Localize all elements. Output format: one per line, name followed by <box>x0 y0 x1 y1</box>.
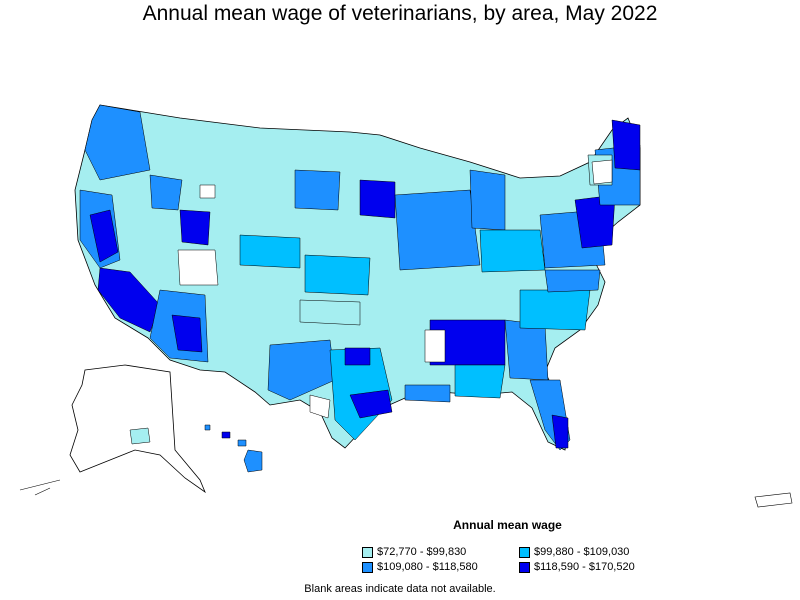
puerto-rico <box>754 492 793 508</box>
region-ohio-valley <box>479 229 546 273</box>
region-southern-california <box>97 267 161 333</box>
legend-swatch-2 <box>519 546 530 558</box>
region-south-florida <box>551 414 569 449</box>
legend-label-1: $72,770 - $99,830 <box>377 546 467 558</box>
wage-regions <box>79 104 641 451</box>
region-louisiana <box>404 384 451 403</box>
region-midwest-mixed <box>394 189 481 271</box>
region-houston <box>349 389 393 419</box>
region-oklahoma <box>299 299 361 326</box>
legend-label-4: $118,590 - $170,520 <box>534 561 635 573</box>
region-minnesota <box>359 179 396 219</box>
hawaii <box>204 424 263 473</box>
region-dallas <box>344 347 371 366</box>
region-texas-west <box>267 339 336 401</box>
legend-item-1: $72,770 - $99,830 <box>362 546 466 558</box>
alaska-region-shaded <box>129 427 151 445</box>
region-phoenix <box>171 314 203 353</box>
region-virginia <box>544 269 601 293</box>
region-maine <box>611 119 641 171</box>
footnote: Blank areas indicate data not available. <box>304 583 496 595</box>
region-alabama-mississippi <box>454 364 506 399</box>
region-carolinas <box>519 289 591 331</box>
legend-swatch-4 <box>519 561 530 573</box>
region-idaho <box>149 174 183 211</box>
region-kansas <box>304 254 371 296</box>
legend-item-4: $118,590 - $170,520 <box>519 561 635 573</box>
legend-item-3: $109,080 - $118,580 <box>362 561 478 573</box>
map-title: Annual mean wage of veterinarians, by ar… <box>142 2 658 25</box>
region-michigan <box>469 169 506 231</box>
region-pacific-northwest <box>84 104 151 181</box>
region-colorado <box>239 234 301 269</box>
region-georgia <box>504 319 549 381</box>
alaska-aleutians <box>19 479 61 496</box>
region-nevada-north <box>179 209 211 246</box>
legend-swatch-1 <box>362 546 373 558</box>
legend-swatch-3 <box>362 561 373 573</box>
region-california-bay <box>89 209 119 263</box>
no-data-areas <box>177 159 613 419</box>
legend-title: Annual mean wage <box>453 518 562 532</box>
legend-item-2: $99,880 - $109,030 <box>519 546 629 558</box>
region-south-dakota <box>294 169 341 211</box>
legend-label-3: $109,080 - $118,580 <box>377 561 478 573</box>
alaska <box>69 364 206 494</box>
legend-label-2: $99,880 - $109,030 <box>534 546 630 558</box>
